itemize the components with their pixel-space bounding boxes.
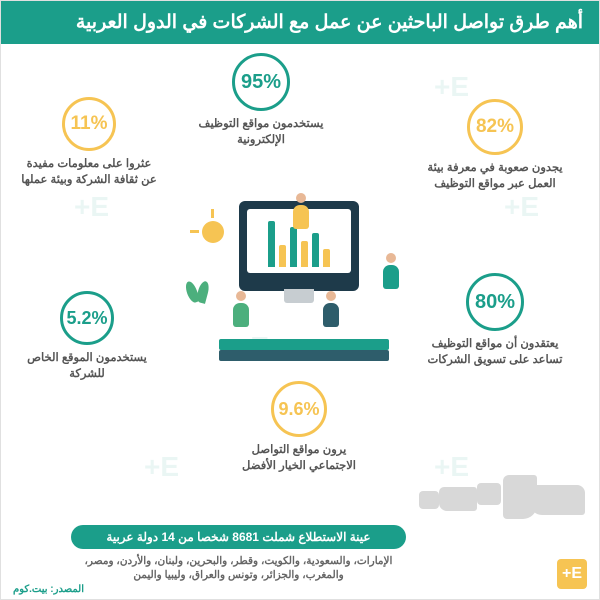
stat-social: 9.6% يرون مواقع التواصل الاجتماعي الخيار … [229, 381, 369, 474]
stat-label: يستخدمون الموقع الخاص للشركة [17, 351, 157, 382]
brand-badge: E+ [557, 559, 587, 589]
stat-circle: 5.2% [60, 291, 114, 345]
watermark: E+ [504, 191, 539, 223]
stat-label: يرون مواقع التواصل الاجتماعي الخيار الأف… [229, 443, 369, 474]
arab-world-map [425, 467, 585, 537]
stat-company-site: 5.2% يستخدمون الموقع الخاص للشركة [17, 291, 157, 382]
header-bar: أهم طرق تواصل الباحثين عن عمل مع الشركات… [1, 1, 599, 44]
stat-marketing: 80% يعتقدون أن مواقع التوظيف تساعد على تس… [425, 273, 565, 368]
lightbulb-icon [202, 221, 224, 243]
stat-use-sites: 95% يستخدمون مواقع التوظيف الإلكترونية [191, 53, 331, 148]
stat-label: يعتقدون أن مواقع التوظيف تساعد على تسويق… [425, 337, 565, 368]
person-icon [288, 193, 314, 233]
stat-circle: 9.6% [271, 381, 327, 437]
infographic-container: أهم طرق تواصل الباحثين عن عمل مع الشركات… [0, 0, 600, 600]
watermark: E+ [74, 191, 109, 223]
stat-found-info: 11% عثروا على معلومات مفيدة عن ثقافة الشر… [19, 97, 159, 188]
header-title: أهم طرق تواصل الباحثين عن عمل مع الشركات… [76, 12, 583, 33]
books-stack [209, 335, 389, 361]
stat-label: يجدون صعوبة في معرفة بيئة العمل عبر مواق… [425, 161, 565, 192]
source-credit: المصدر: بيت.كوم [13, 584, 84, 595]
watermark: E+ [144, 451, 179, 483]
plant-icon [184, 281, 214, 331]
countries-list: الإمارات، والسعودية، والكويت، وقطر، والب… [71, 554, 406, 583]
person-icon [318, 291, 344, 331]
sample-pill: عينة الاستطلاع شملت 8681 شخصا من 14 دولة… [71, 525, 406, 549]
stat-circle: 80% [466, 273, 524, 331]
stat-label: يستخدمون مواقع التوظيف الإلكترونية [191, 117, 331, 148]
stat-circle: 82% [467, 99, 523, 155]
central-illustration [184, 191, 414, 361]
stat-difficulty: 82% يجدون صعوبة في معرفة بيئة العمل عبر م… [425, 99, 565, 192]
stat-label: عثروا على معلومات مفيدة عن ثقافة الشركة … [19, 157, 159, 188]
stat-circle: 95% [232, 53, 290, 111]
stat-circle: 11% [62, 97, 116, 151]
sample-text: عينة الاستطلاع شملت 8681 شخصا من 14 دولة… [106, 530, 370, 544]
person-icon [378, 253, 404, 293]
person-icon [228, 291, 254, 331]
